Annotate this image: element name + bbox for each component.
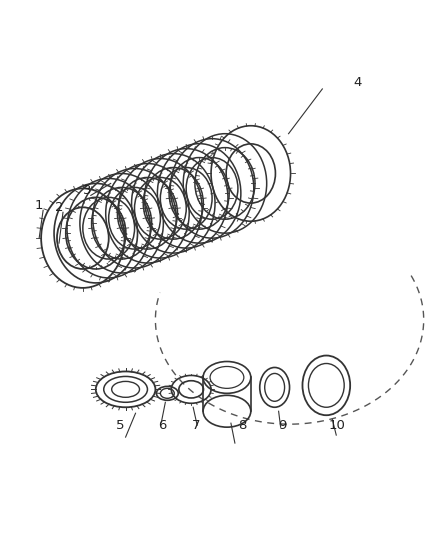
- Text: 3: 3: [83, 184, 91, 197]
- Text: 1: 1: [35, 199, 43, 212]
- Text: 2: 2: [55, 201, 63, 214]
- Text: 7: 7: [192, 418, 201, 432]
- Text: 10: 10: [329, 418, 346, 432]
- Text: 4: 4: [353, 76, 361, 90]
- Text: 6: 6: [158, 418, 166, 432]
- Text: 9: 9: [279, 418, 287, 432]
- Text: 5: 5: [117, 418, 125, 432]
- Text: 8: 8: [238, 418, 246, 432]
